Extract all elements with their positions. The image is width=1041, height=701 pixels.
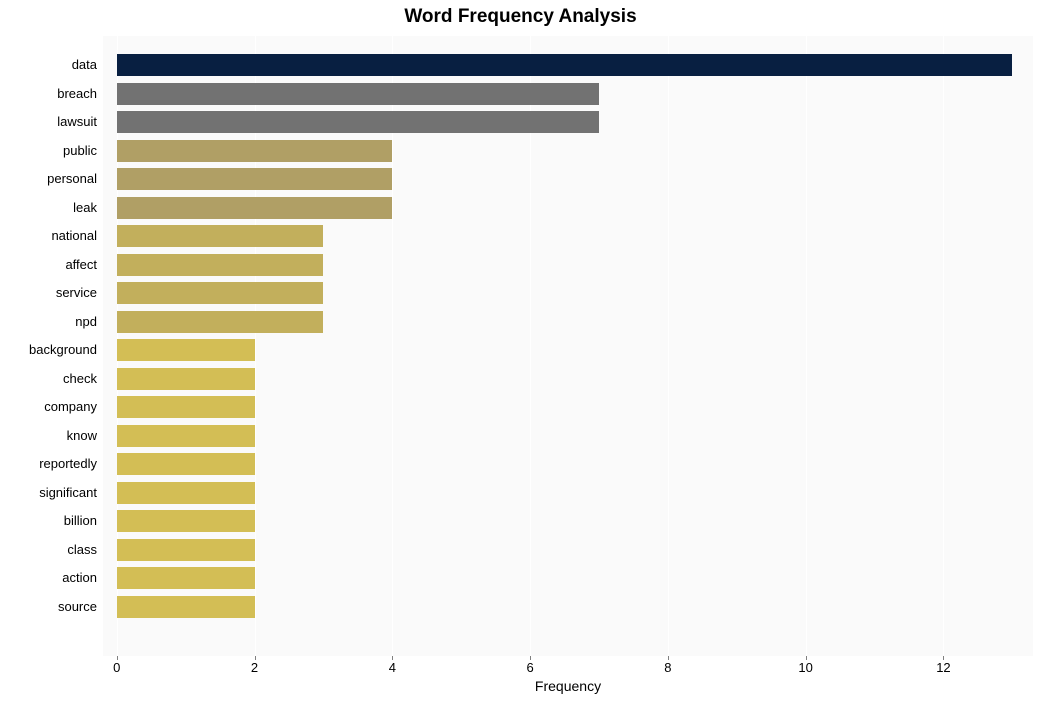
plot-area (103, 36, 1033, 656)
x-tick-label: 10 (786, 660, 826, 675)
x-tick-label: 6 (510, 660, 550, 675)
x-tick-mark (392, 656, 393, 660)
x-tick-label: 12 (923, 660, 963, 675)
bar (117, 83, 599, 105)
bar (117, 510, 255, 532)
y-tick-label: service (0, 282, 97, 304)
bar (117, 254, 324, 276)
x-tick-mark (668, 656, 669, 660)
y-tick-label: class (0, 539, 97, 561)
x-tick-mark (943, 656, 944, 660)
x-tick-label: 2 (235, 660, 275, 675)
y-tick-label: public (0, 140, 97, 162)
grid-line (668, 36, 669, 656)
bar (117, 396, 255, 418)
grid-line (806, 36, 807, 656)
bar (117, 282, 324, 304)
x-tick-label: 8 (648, 660, 688, 675)
bar (117, 539, 255, 561)
y-tick-label: lawsuit (0, 111, 97, 133)
y-tick-label: reportedly (0, 453, 97, 475)
y-tick-label: personal (0, 168, 97, 190)
bar (117, 168, 393, 190)
bar (117, 368, 255, 390)
x-tick-label: 4 (372, 660, 412, 675)
y-tick-label: action (0, 567, 97, 589)
y-tick-label: significant (0, 482, 97, 504)
bar (117, 111, 599, 133)
y-tick-label: npd (0, 311, 97, 333)
y-tick-label: data (0, 54, 97, 76)
grid-line (943, 36, 944, 656)
x-tick-mark (255, 656, 256, 660)
y-tick-label: background (0, 339, 97, 361)
bar (117, 54, 1013, 76)
chart-title: Word Frequency Analysis (0, 6, 1041, 28)
bar (117, 225, 324, 247)
x-tick-mark (806, 656, 807, 660)
bar (117, 311, 324, 333)
y-tick-label: leak (0, 197, 97, 219)
y-tick-label: know (0, 425, 97, 447)
bar (117, 567, 255, 589)
y-tick-label: billion (0, 510, 97, 532)
bar (117, 140, 393, 162)
bar (117, 339, 255, 361)
y-tick-label: source (0, 596, 97, 618)
bar (117, 482, 255, 504)
word-frequency-chart: Word Frequency Analysis Frequency 0 2 4 6 8 1… (0, 0, 1041, 701)
bar (117, 197, 393, 219)
bar (117, 596, 255, 618)
y-tick-label: breach (0, 83, 97, 105)
y-tick-label: company (0, 396, 97, 418)
y-tick-label: national (0, 225, 97, 247)
bar (117, 425, 255, 447)
x-tick-label: 0 (97, 660, 137, 675)
x-axis-label: Frequency (103, 678, 1033, 694)
x-tick-mark (117, 656, 118, 660)
y-tick-label: affect (0, 254, 97, 276)
x-tick-mark (530, 656, 531, 660)
bar (117, 453, 255, 475)
y-tick-label: check (0, 368, 97, 390)
